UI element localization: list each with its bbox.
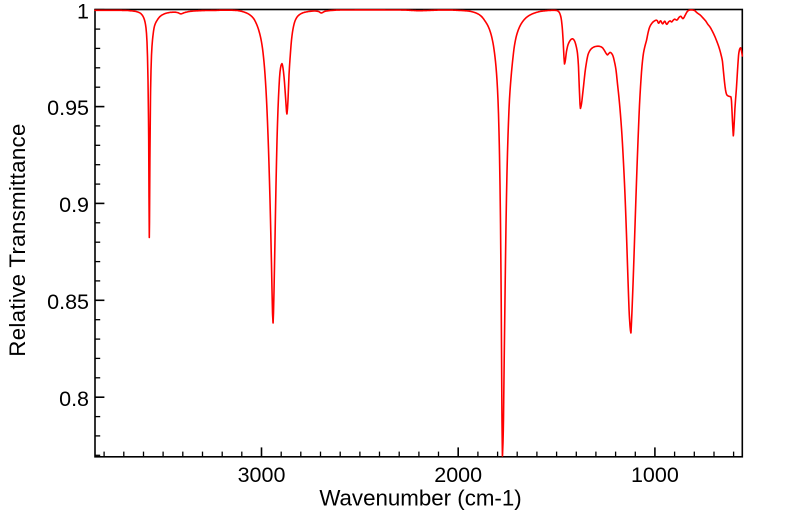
svg-text:3000: 3000 <box>238 463 286 487</box>
svg-text:0.9: 0.9 <box>59 193 89 217</box>
svg-text:1: 1 <box>77 0 89 23</box>
svg-text:0.8: 0.8 <box>59 387 89 411</box>
svg-text:1000: 1000 <box>631 463 679 487</box>
svg-text:2000: 2000 <box>434 463 482 487</box>
svg-text:Wavenumber (cm-1): Wavenumber (cm-1) <box>319 486 521 511</box>
svg-text:0.85: 0.85 <box>47 290 89 314</box>
svg-text:Relative Transmittance: Relative Transmittance <box>5 123 30 356</box>
svg-text:0.95: 0.95 <box>47 96 89 120</box>
